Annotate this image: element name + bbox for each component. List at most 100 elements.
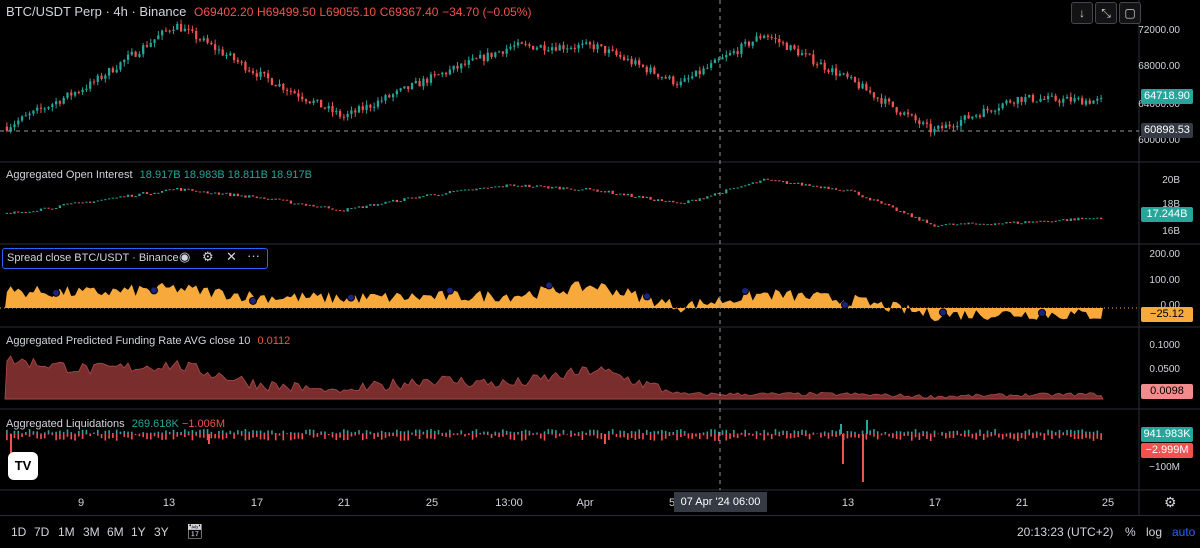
liq-bar-short <box>767 434 769 435</box>
oi-candle <box>328 206 330 208</box>
liq-bar-short <box>101 434 103 438</box>
candle-body <box>892 102 894 108</box>
oi-candle <box>278 199 280 200</box>
auto-toggle[interactable]: auto <box>1172 525 1195 539</box>
liq-bar-short <box>911 434 913 441</box>
liq-bar-long <box>585 433 587 434</box>
liq-bar-short <box>1025 434 1027 439</box>
liq-bar-short <box>1078 434 1080 439</box>
oi-candle <box>843 190 845 191</box>
liq-bar-long <box>301 433 303 434</box>
oi-candle <box>566 187 568 188</box>
collapse-icon[interactable]: ⤡ <box>1095 2 1117 24</box>
calendar-goto-icon[interactable]: 📅︎ <box>186 523 204 540</box>
symbol-title[interactable]: BTC/USDT Perp · 4h · Binance <box>6 4 186 19</box>
liq-title[interactable]: Aggregated Liquidations <box>6 418 125 430</box>
candle-body <box>718 59 720 60</box>
liq-bar-short <box>479 434 481 435</box>
oi-candle <box>104 199 106 200</box>
oi-title[interactable]: Aggregated Open Interest <box>6 169 133 181</box>
liq-bar-short <box>907 434 909 436</box>
oi-candle <box>986 224 988 225</box>
percent-toggle[interactable]: % <box>1125 525 1136 539</box>
oi-candle <box>1005 222 1007 223</box>
liq-bar-short <box>991 434 993 436</box>
spread-legend[interactable]: Spread close BTC/USDT · Binance ◉ ⚙ ✕ ··… <box>2 248 268 269</box>
oi-candle <box>1077 218 1079 221</box>
candle-body <box>941 126 943 128</box>
range-3y[interactable]: 3Y <box>154 525 169 539</box>
candle-body <box>131 52 133 55</box>
oi-candle <box>983 224 985 225</box>
liq-bar-short <box>105 434 107 441</box>
liq-bar-long <box>820 433 822 434</box>
gear-icon[interactable]: ⚙ <box>202 250 214 264</box>
liq-bar-long <box>487 432 489 434</box>
liq-bar-long <box>131 432 133 434</box>
candle-body <box>362 106 364 110</box>
liq-bar-long <box>631 431 633 434</box>
liq-bar-short <box>782 434 784 435</box>
range-1y[interactable]: 1Y <box>131 525 146 539</box>
arrow-down-icon[interactable]: ↓ <box>1071 2 1093 24</box>
spread-area <box>5 281 1103 321</box>
oi-candle <box>839 190 841 191</box>
settings-icon[interactable]: ⚙ <box>1164 495 1177 509</box>
range-7d[interactable]: 7D <box>34 525 49 539</box>
oi-candle <box>123 196 125 197</box>
candle-body <box>1020 97 1022 102</box>
close-icon[interactable]: ✕ <box>226 250 237 264</box>
oi-candle <box>418 197 420 199</box>
candle-body <box>490 53 492 57</box>
range-1m[interactable]: 1M <box>58 525 75 539</box>
oi-candle <box>1039 221 1041 222</box>
liq-bar-short <box>869 434 871 435</box>
oi-candle <box>437 195 439 196</box>
candle-body <box>422 79 424 87</box>
liq-bar-short <box>809 434 811 439</box>
oi-candle <box>630 194 632 197</box>
candle-body <box>797 49 799 56</box>
liq-bar-long <box>555 430 557 434</box>
range-6m[interactable]: 6M <box>107 525 124 539</box>
liq-bar-short <box>1089 434 1091 439</box>
liq-bar-long <box>442 433 444 434</box>
oi-candle <box>55 208 57 209</box>
oi-candle <box>222 194 224 195</box>
oi-candle <box>559 187 561 190</box>
liq-bar-long <box>282 431 284 434</box>
candle-body <box>532 46 534 50</box>
oi-candle <box>259 197 261 198</box>
liq-bar-long <box>945 433 947 434</box>
liq-bar-long <box>93 433 95 434</box>
liq-bar-short <box>960 434 962 436</box>
candle-body <box>914 115 916 120</box>
log-toggle[interactable]: log <box>1146 525 1162 539</box>
liq-bar-long <box>676 430 678 434</box>
range-3m[interactable]: 3M <box>83 525 100 539</box>
spread-marker <box>348 294 355 301</box>
eye-icon[interactable]: ◉ <box>179 250 190 264</box>
clock[interactable]: 20:13:23 (UTC+2) <box>1017 525 1113 539</box>
range-1d[interactable]: 1D <box>11 525 26 539</box>
more-icon[interactable]: ··· <box>247 249 260 263</box>
candle-body <box>880 98 882 104</box>
oi-candle <box>165 190 167 191</box>
candle-body <box>1032 95 1034 102</box>
tradingview-logo[interactable]: TV <box>8 452 38 480</box>
oi-candle <box>44 208 46 209</box>
oi-candle <box>933 224 935 226</box>
oi-candle <box>763 179 765 181</box>
maximize-icon[interactable]: ▢ <box>1119 2 1141 24</box>
candle-body <box>683 78 685 81</box>
funding-title[interactable]: Aggregated Predicted Funding Rate AVG cl… <box>6 335 250 347</box>
candle-body <box>142 45 144 54</box>
candle-body <box>36 108 38 111</box>
candle-body <box>566 48 568 49</box>
liq-bar-short <box>525 434 527 440</box>
liq-bar-short <box>260 434 262 439</box>
candle-body <box>28 114 30 116</box>
candle-body <box>365 105 367 110</box>
oi-candle <box>157 193 159 194</box>
